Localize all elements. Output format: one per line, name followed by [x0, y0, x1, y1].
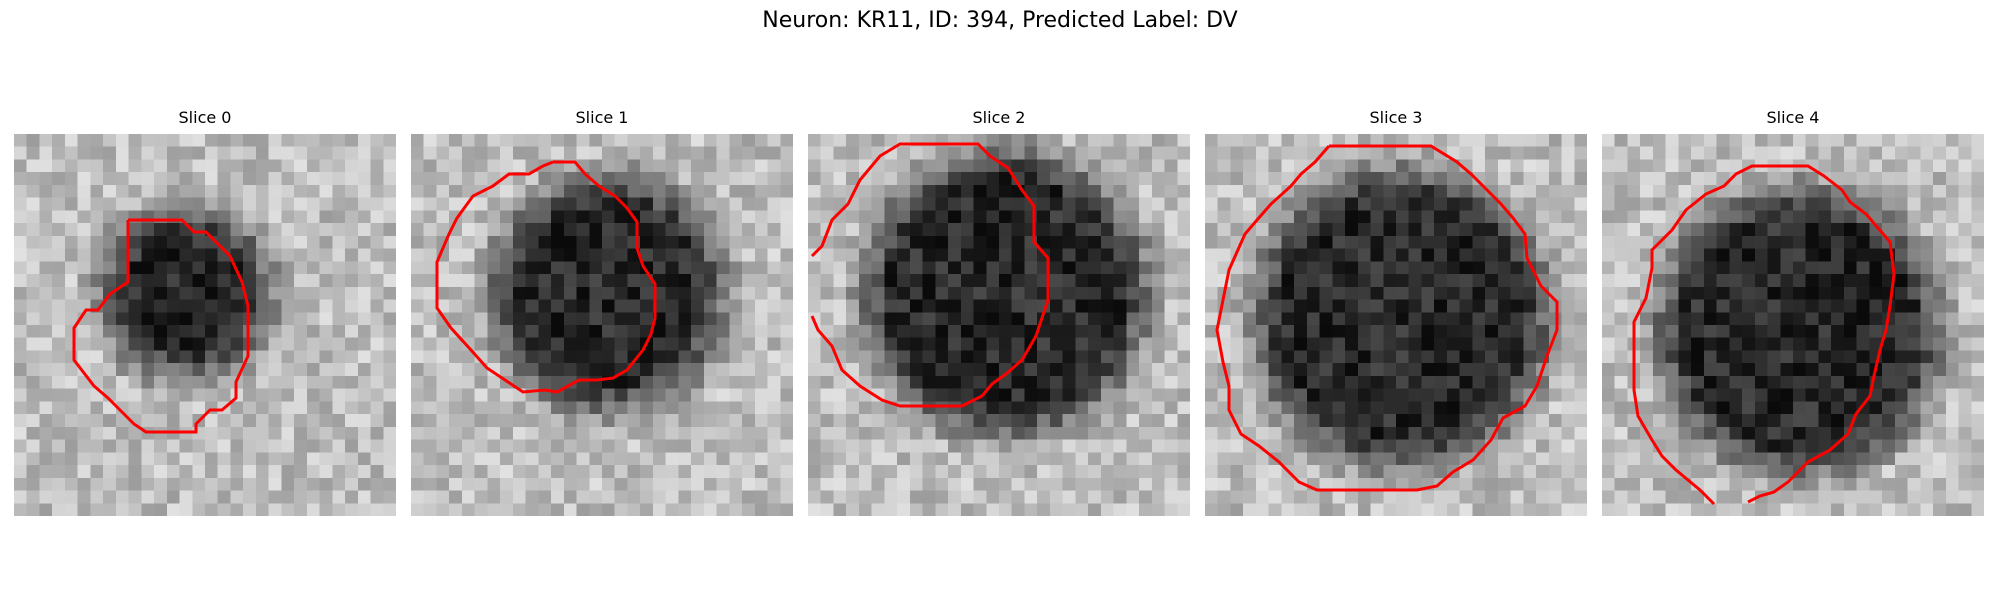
- slice-panel-3: Slice 3: [1205, 108, 1587, 516]
- red-contour: [435, 160, 657, 394]
- red-contour: [1632, 164, 1896, 506]
- slice-panel-1: Slice 1: [411, 108, 793, 516]
- slice-title: Slice 4: [1766, 108, 1820, 127]
- slice-image: [1602, 134, 1984, 516]
- figure-title: Neuron: KR11, ID: 394, Predicted Label: …: [762, 8, 1238, 33]
- red-contour: [1215, 144, 1559, 492]
- slice-image: [14, 134, 396, 516]
- slice-panel-0: Slice 0: [14, 108, 396, 516]
- slice-panel-4: Slice 4: [1602, 108, 1984, 516]
- grayscale-image: [808, 134, 1190, 516]
- red-contour: [810, 142, 1050, 408]
- grayscale-image: [1602, 134, 1984, 516]
- slice-image: [1205, 134, 1587, 516]
- slice-title: Slice 0: [178, 108, 232, 127]
- slice-title: Slice 1: [575, 108, 629, 127]
- slice-image: [411, 134, 793, 516]
- grayscale-image: [411, 134, 793, 516]
- slice-title: Slice 3: [1369, 108, 1423, 127]
- slice-title: Slice 2: [972, 108, 1026, 127]
- red-contour: [72, 218, 250, 434]
- slice-panel-2: Slice 2: [808, 108, 1190, 516]
- slice-image: [808, 134, 1190, 516]
